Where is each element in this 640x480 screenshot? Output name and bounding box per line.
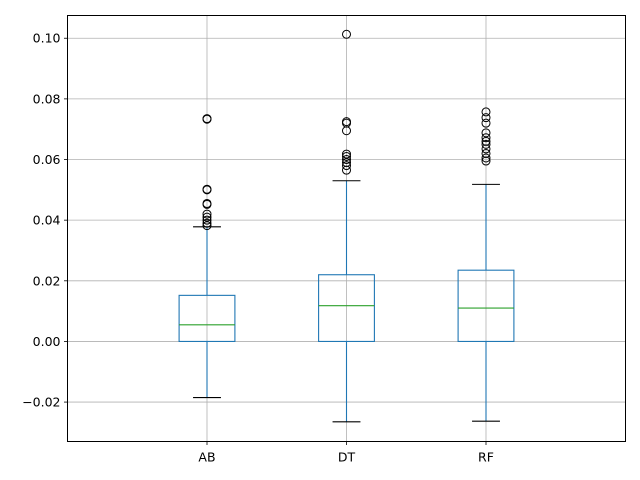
outlier-point — [342, 149, 351, 159]
y-tick-label: 0.08 — [33, 91, 61, 106]
outlier-point — [342, 117, 351, 127]
outlier-point — [481, 118, 491, 128]
y-tick-label: 0.00 — [33, 334, 61, 349]
boxes — [178, 29, 515, 423]
outlier-point — [481, 148, 491, 158]
iqr-box — [178, 294, 236, 342]
y-tick-label: 0.06 — [33, 152, 61, 167]
box-ab — [178, 114, 236, 399]
outlier-point — [481, 107, 491, 117]
outlier-point — [202, 209, 212, 219]
outlier-point — [481, 153, 491, 163]
outlier-point — [342, 29, 351, 39]
axes: −0.02 0.00 0.02 0.04 0.06 0.08 0.10 AB DT RF — [22, 31, 494, 465]
x-tick-label: AB — [198, 450, 215, 465]
outlier-point — [202, 212, 212, 222]
outlier-point — [342, 151, 351, 161]
outlier-point — [202, 218, 212, 228]
x-tick-label: RF — [478, 450, 494, 465]
iqr-box — [457, 269, 515, 342]
outlier-point — [202, 114, 212, 124]
y-tick-label: 0.10 — [33, 31, 61, 46]
outlier-point — [481, 113, 491, 123]
outlier-point — [481, 133, 491, 143]
outlier-point — [481, 139, 491, 149]
outlier-point — [342, 161, 351, 171]
y-tick-label: 0.02 — [33, 273, 61, 288]
outlier-point — [202, 184, 212, 194]
outlier-point — [481, 128, 491, 138]
x-tick-label: DT — [338, 450, 356, 465]
box-dt — [318, 29, 375, 423]
box-rf — [457, 107, 515, 422]
outlier-point — [202, 215, 212, 225]
y-tick-label: −0.02 — [22, 395, 60, 410]
iqr-box — [318, 274, 375, 342]
outlier-point — [342, 155, 351, 165]
outlier-point — [202, 198, 212, 208]
y-tick-label: 0.04 — [33, 213, 61, 228]
